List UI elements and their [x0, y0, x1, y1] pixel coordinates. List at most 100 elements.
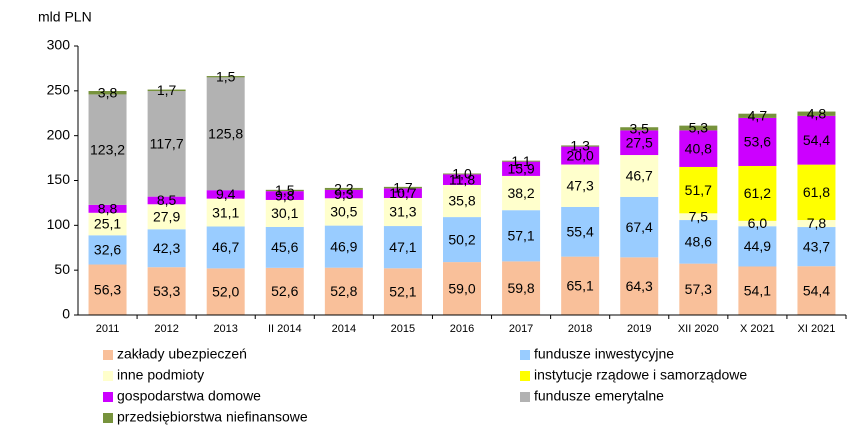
value-label: 53,6 — [744, 134, 771, 150]
x-tick-label: 2015 — [391, 323, 415, 335]
bar-segment — [147, 89, 186, 92]
value-label: 51,7 — [685, 182, 712, 198]
bar-segment — [206, 76, 245, 78]
bar-segment — [620, 130, 659, 156]
bar-segment — [383, 186, 422, 189]
bar-segment — [738, 113, 777, 118]
bar-segment — [620, 155, 659, 197]
value-label: 8,8 — [98, 201, 118, 217]
x-tick-label: XII 2020 — [678, 323, 719, 335]
y-tick-label: 200 — [47, 126, 71, 142]
x-tick-label: X 2021 — [740, 323, 775, 335]
value-label: 10,7 — [389, 185, 416, 201]
bar-segment — [679, 263, 718, 315]
bar-segment — [265, 191, 304, 200]
bar-segment — [502, 175, 541, 211]
bar-segment — [502, 261, 541, 315]
value-label: 46,7 — [626, 168, 653, 184]
bar-segment — [679, 125, 718, 131]
legend-label: instytucje rządowe i samorządowe — [534, 367, 747, 383]
value-label: 7,5 — [689, 208, 709, 224]
legend-label: przedsiębiorstwa niefinansowe — [117, 409, 308, 425]
value-label: 1,0 — [452, 166, 472, 182]
value-label: 4,7 — [748, 108, 768, 124]
value-label: 65,1 — [567, 278, 594, 294]
x-tick-label: 2011 — [96, 323, 120, 335]
bar-segment — [383, 268, 422, 315]
bar-segment — [620, 196, 659, 258]
x-tick-label: II 2014 — [268, 323, 302, 335]
value-label: 61,2 — [744, 185, 771, 201]
x-tick-label: 2016 — [450, 323, 474, 335]
value-label: 31,3 — [389, 204, 416, 220]
bar-segment — [383, 188, 422, 198]
bar-segment — [797, 111, 836, 116]
value-label: 125,8 — [208, 125, 243, 141]
value-label: 55,4 — [567, 223, 594, 239]
bar-segment — [561, 145, 600, 147]
legend-label: zakłady ubezpieczeń — [117, 346, 247, 362]
value-label: 67,4 — [626, 219, 653, 235]
legend-swatch — [103, 371, 113, 381]
x-tick-label: 2012 — [154, 323, 178, 335]
value-label: 25,1 — [94, 216, 121, 232]
bar-segment — [88, 94, 127, 205]
value-label: 15,9 — [507, 161, 534, 177]
value-label: 53,3 — [153, 283, 180, 299]
value-label: 47,3 — [567, 177, 594, 193]
y-tick-label: 150 — [47, 171, 71, 187]
bar-segment — [206, 268, 245, 315]
bar-segment — [679, 130, 718, 167]
value-label: 3,8 — [98, 84, 118, 100]
x-tick-label: 2019 — [627, 323, 651, 335]
value-label: 4,8 — [807, 105, 827, 121]
x-tick-label: 2014 — [332, 323, 356, 335]
bar-segment — [443, 184, 481, 218]
bar-segment — [147, 267, 186, 315]
bar-segment — [88, 264, 127, 315]
value-label: 54,4 — [803, 132, 830, 148]
bar-segment — [443, 173, 481, 175]
value-label: 1,5 — [275, 182, 295, 198]
legend-label: inne podmioty — [117, 367, 204, 383]
bar-segment — [324, 225, 363, 268]
value-label: 5,3 — [689, 120, 709, 136]
y-tick-label: 50 — [54, 261, 70, 277]
value-label: 57,3 — [685, 281, 712, 297]
y-tick-label: 250 — [47, 82, 71, 98]
value-label: 64,3 — [626, 278, 653, 294]
bar-segment — [502, 160, 541, 162]
bar-segment — [265, 226, 304, 268]
bar-segment — [797, 115, 836, 165]
bar-segment — [88, 91, 127, 95]
value-label: 52,6 — [271, 283, 298, 299]
y-tick-label: 300 — [47, 37, 71, 53]
bar-segment — [324, 267, 363, 315]
value-label: 46,7 — [212, 239, 239, 255]
bar-segment — [88, 212, 127, 236]
value-label: 35,8 — [448, 193, 475, 209]
value-label: 30,5 — [330, 204, 357, 220]
value-label: 30,1 — [271, 205, 298, 221]
legend-label: gospodarstwa domowe — [117, 388, 261, 404]
value-label: 59,8 — [507, 280, 534, 296]
legend-label: fundusze emerytalne — [534, 388, 664, 404]
bar-segment — [679, 166, 718, 214]
legend-swatch — [103, 413, 113, 423]
x-tick-label: 2017 — [509, 323, 533, 335]
bar-segment — [206, 77, 245, 191]
y-axis-label: mld PLN — [38, 9, 92, 25]
x-tick-label: 2013 — [213, 323, 237, 335]
bar-segment — [324, 187, 363, 190]
legend-swatch — [520, 392, 530, 402]
bar-segment — [738, 226, 777, 267]
value-label: 2,2 — [334, 181, 354, 197]
value-label: 52,8 — [330, 283, 357, 299]
value-label: 52,1 — [389, 283, 416, 299]
bar-segment — [620, 127, 659, 131]
x-tick-label: 2018 — [568, 323, 592, 335]
value-label: 47,1 — [389, 239, 416, 255]
value-label: 1,5 — [216, 68, 236, 84]
y-tick-label: 100 — [47, 216, 71, 232]
